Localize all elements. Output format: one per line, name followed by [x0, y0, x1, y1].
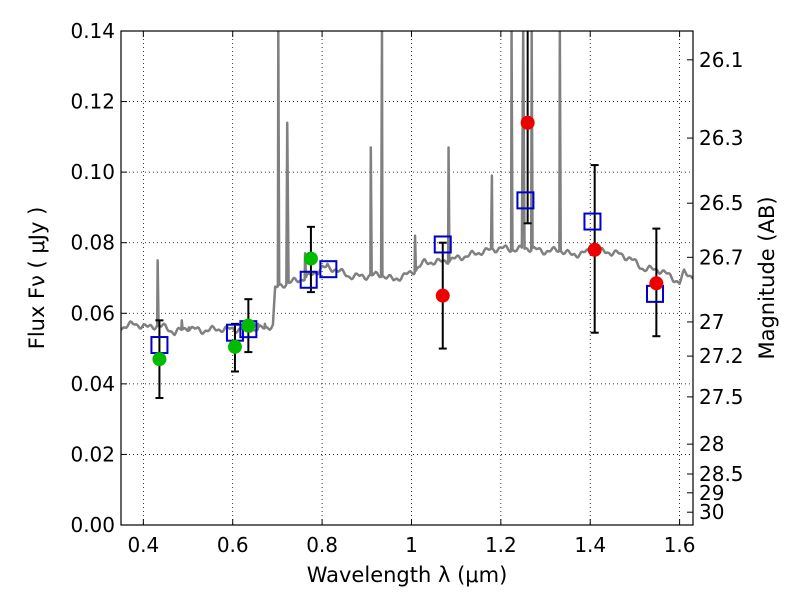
y-tick-label: 0.02	[70, 442, 115, 466]
y2-tick-label: 27.2	[699, 344, 744, 368]
green-data-point	[241, 318, 256, 333]
axis-ticks	[121, 30, 693, 526]
y2-tick-label: 26.7	[699, 245, 744, 269]
green-data-point	[152, 352, 167, 367]
y2-tick-label: 28	[699, 432, 724, 456]
y2-tick-label: 26.3	[699, 126, 744, 150]
y-tick-label: 0.06	[70, 301, 115, 325]
y2-tick-label: 28.5	[699, 462, 744, 486]
tick-labels: 0.4 0.6 0.8 1 1.2 1.4 1.6 0.00 0.02 0.04 0.06 0.08 0…	[70, 19, 743, 557]
y-tick-label: 0.14	[70, 19, 115, 43]
y-tick-label: 0.04	[70, 372, 115, 396]
y2-tick-label: 27.5	[699, 385, 744, 409]
y-tick-label: 0.00	[70, 513, 115, 537]
x-tick-label: 1.6	[664, 533, 696, 557]
model-square-marker	[516, 191, 535, 210]
y2-tick-label: 26.1	[699, 48, 744, 72]
red-data-point	[520, 115, 535, 130]
model-spectrum-line	[121, 31, 693, 337]
model-square-marker	[299, 270, 318, 289]
red-data-point	[649, 276, 664, 291]
model-spectrum	[121, 31, 693, 337]
data-markers	[150, 115, 665, 367]
x-tick-label: 1.4	[574, 533, 606, 557]
plot-frame	[120, 30, 694, 526]
y2-tick-label: 30	[699, 500, 724, 524]
green-data-point	[303, 251, 318, 266]
red-data-point	[435, 288, 450, 303]
y2-axis-label: Magnitude (AB)	[755, 196, 779, 359]
y2-tick-label: 27	[699, 310, 724, 334]
x-axis-label: Wavelength λ (μm)	[307, 563, 508, 587]
model-square-marker	[433, 235, 452, 254]
red-data-point	[587, 242, 602, 257]
model-square-marker	[583, 212, 602, 231]
green-data-point	[227, 339, 242, 354]
x-tick-label: 0.4	[127, 533, 159, 557]
x-tick-label: 1	[405, 533, 418, 557]
y-tick-label: 0.10	[70, 160, 115, 184]
x-tick-label: 0.6	[217, 533, 249, 557]
y2-tick-label: 26.5	[699, 191, 744, 215]
model-square-marker	[319, 260, 338, 279]
y2-tick-label: 29	[699, 481, 724, 505]
y-tick-label: 0.08	[70, 231, 115, 255]
y-tick-label: 0.12	[70, 90, 115, 114]
x-tick-label: 0.8	[306, 533, 338, 557]
y-axis-label: Flux Fν ( μJy )	[25, 207, 49, 350]
x-tick-label: 1.2	[485, 533, 517, 557]
